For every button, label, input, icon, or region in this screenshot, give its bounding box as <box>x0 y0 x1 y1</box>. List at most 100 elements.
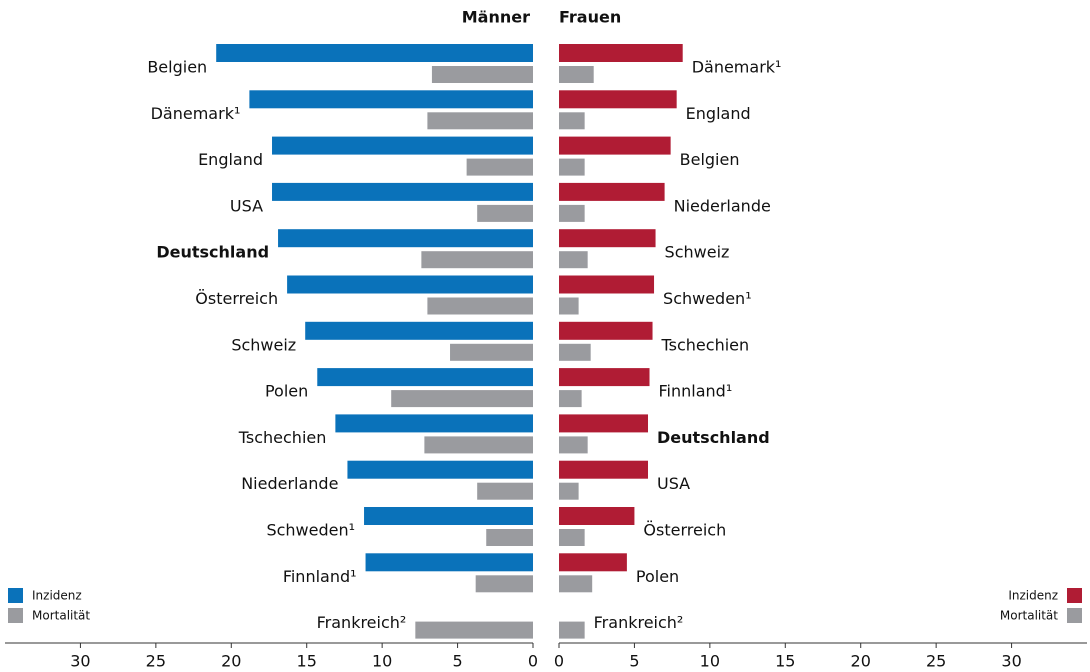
legend-label: Mortalität <box>1000 609 1058 623</box>
x-tick-label: 15 <box>775 652 795 671</box>
category-label: Dänemark¹ <box>692 58 782 77</box>
legend-swatch <box>1067 608 1082 623</box>
category-label: Finnland¹ <box>283 567 357 586</box>
bar <box>559 275 655 294</box>
category-label: Österreich <box>195 289 278 308</box>
bar <box>427 112 533 130</box>
category-label: Tschechien <box>238 428 327 447</box>
bar <box>559 390 582 408</box>
x-tick-label: 5 <box>629 652 639 671</box>
bar <box>559 414 649 433</box>
bar <box>559 482 579 500</box>
x-tick-label: 10 <box>372 652 392 671</box>
category-label: USA <box>657 474 690 493</box>
bar <box>559 575 593 593</box>
category-label: Österreich <box>643 521 726 540</box>
bar <box>559 368 650 387</box>
bar <box>249 90 534 109</box>
category-label: Schweden¹ <box>266 521 355 540</box>
bar <box>477 204 533 222</box>
x-tick-label: 20 <box>221 652 241 671</box>
category-label: Polen <box>265 382 308 401</box>
bar <box>559 182 665 201</box>
bar <box>391 390 533 408</box>
bar <box>559 229 656 248</box>
bar <box>317 368 533 387</box>
category-label: Polen <box>636 567 679 586</box>
bar <box>559 44 683 62</box>
category-label: Schweiz <box>665 243 730 262</box>
x-tick-label: 15 <box>297 652 317 671</box>
category-label: England <box>198 150 263 169</box>
legend-swatch <box>8 588 23 603</box>
bar <box>559 297 579 315</box>
bar <box>559 460 649 479</box>
bar <box>450 343 533 361</box>
category-label: Finnland¹ <box>659 382 733 401</box>
bar <box>559 90 677 109</box>
bar <box>559 66 594 83</box>
legend-swatch <box>1067 588 1082 603</box>
x-tick-label: 10 <box>700 652 720 671</box>
x-tick-label: 25 <box>926 652 946 671</box>
bar <box>559 204 585 222</box>
category-label: Tschechien <box>661 335 750 354</box>
legend-label: Mortalität <box>32 609 90 623</box>
category-label: Schweden¹ <box>663 289 752 308</box>
bar <box>559 112 585 130</box>
x-tick-label: 30 <box>70 652 90 671</box>
bar <box>486 529 533 546</box>
bar <box>475 575 533 593</box>
x-tick-label: 30 <box>1001 652 1021 671</box>
bar <box>335 414 533 433</box>
bar <box>559 251 588 269</box>
legend-label: Inzidenz <box>1008 589 1058 603</box>
category-label: Belgien <box>147 58 207 77</box>
bar <box>305 321 533 340</box>
category-label: Dänemark¹ <box>151 104 241 123</box>
bar <box>559 158 585 176</box>
bar <box>559 621 585 639</box>
category-label: Deutschland <box>657 428 770 447</box>
legend-swatch <box>8 608 23 623</box>
category-label: Deutschland <box>156 243 269 262</box>
legend-label: Inzidenz <box>32 589 82 603</box>
bar <box>278 229 533 248</box>
bar <box>365 553 533 572</box>
bar <box>431 66 533 83</box>
bar <box>559 136 671 155</box>
panel-title: Männer <box>462 8 530 27</box>
category-label: Frankreich² <box>594 613 684 632</box>
category-label: Belgien <box>680 150 740 169</box>
bar <box>347 460 533 479</box>
bar <box>477 482 533 500</box>
bar <box>421 251 533 269</box>
bar <box>559 343 591 361</box>
bar <box>559 436 588 454</box>
bar <box>559 529 585 546</box>
category-label: Schweiz <box>231 335 296 354</box>
category-label: England <box>686 104 751 123</box>
category-label: Niederlande <box>674 196 771 215</box>
x-tick-label: 25 <box>146 652 166 671</box>
panel-title: Frauen <box>559 8 621 27</box>
bar <box>272 182 533 201</box>
x-tick-label: 0 <box>554 652 564 671</box>
bar <box>364 507 533 525</box>
category-label: Niederlande <box>241 474 338 493</box>
bar <box>427 297 533 315</box>
bar <box>216 44 533 62</box>
bar <box>559 553 627 572</box>
category-label: Frankreich² <box>317 613 407 632</box>
bar <box>424 436 533 454</box>
x-tick-label: 0 <box>528 652 538 671</box>
x-tick-label: 5 <box>452 652 462 671</box>
bar <box>466 158 533 176</box>
bar <box>415 621 533 639</box>
bar <box>272 136 533 155</box>
x-tick-label: 20 <box>851 652 871 671</box>
bar <box>559 321 653 340</box>
category-label: USA <box>230 196 263 215</box>
bar <box>287 275 533 294</box>
